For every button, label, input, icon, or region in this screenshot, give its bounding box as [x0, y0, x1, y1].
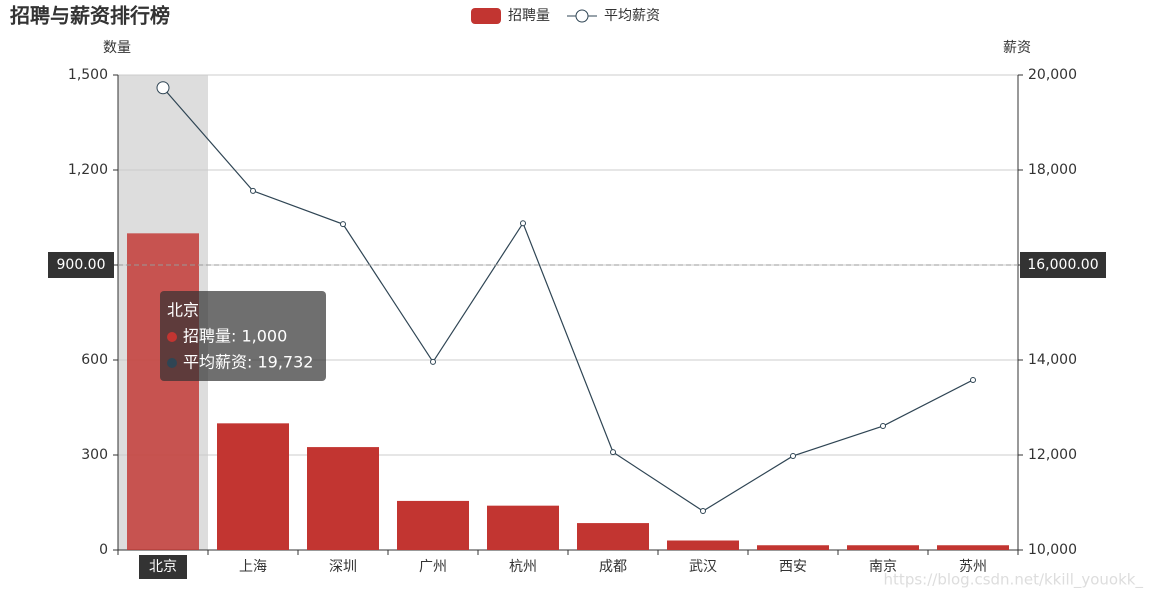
- x-tick-label: 西安: [779, 559, 807, 575]
- bar: [937, 545, 1009, 550]
- legend-label: 平均薪资: [604, 8, 660, 24]
- line-point: [340, 221, 346, 228]
- bar: [577, 523, 649, 550]
- line-point: [970, 376, 976, 383]
- bar: [127, 233, 199, 551]
- axis-pointer-box: [48, 252, 114, 278]
- x-tick-label: 广州: [419, 559, 447, 575]
- legend-label: 招聘量: [508, 8, 550, 24]
- line-point: [880, 423, 886, 430]
- line-point: [250, 187, 256, 194]
- line: [162, 87, 974, 512]
- axis-pointer-label: 900.00: [57, 257, 106, 273]
- watermark: https://blog.csdn.net/kkill_youokk_: [884, 571, 1144, 590]
- y2-tick-label: 18,000: [1028, 162, 1077, 178]
- x-tick-label: 北京: [149, 559, 177, 575]
- y2-axis-name: 薪资: [1003, 40, 1031, 56]
- line-point: [700, 508, 706, 515]
- bar: [757, 545, 829, 550]
- axis-pointer-box: [1020, 252, 1106, 278]
- y2-tick-label: 20,000: [1028, 67, 1077, 83]
- line-point: [790, 452, 796, 459]
- tooltip-item: 平均薪资: 19,732: [183, 353, 313, 372]
- x-tick-label: 苏州: [959, 559, 987, 575]
- tooltip-dot: [167, 358, 177, 368]
- axis-pointer-label: 16,000.00: [1027, 257, 1098, 273]
- x-tick-label: 成都: [599, 559, 627, 575]
- bar: [397, 500, 469, 550]
- legend-swatch: [575, 9, 589, 23]
- x-tick-label: 杭州: [509, 559, 537, 575]
- y-tick-label: 300: [81, 447, 108, 463]
- bar: [667, 540, 739, 550]
- y-axis-name: 数量: [103, 40, 131, 56]
- chart-title: 招聘与薪资排行榜: [10, 4, 170, 28]
- y2-tick-label: 12,000: [1028, 447, 1077, 463]
- y2-tick-label: 14,000: [1028, 352, 1077, 368]
- tooltip-dot: [167, 332, 177, 342]
- tooltip-item: 招聘量: 1,000: [183, 327, 287, 346]
- y-tick-label: 1,200: [68, 162, 108, 178]
- tooltip-title: 北京: [167, 301, 199, 320]
- x-tick-label: 南京: [869, 559, 897, 575]
- line-point: [156, 81, 170, 95]
- bar: [307, 447, 379, 550]
- x-tick-label: 武汉: [689, 559, 717, 575]
- line-point: [610, 449, 616, 456]
- line-point: [520, 220, 526, 227]
- bar: [847, 545, 919, 550]
- x-label-highlight: [139, 555, 187, 579]
- line-point: [430, 358, 436, 365]
- bar: [217, 423, 289, 550]
- bar: [487, 505, 559, 550]
- tooltip: [160, 291, 326, 381]
- y-tick-label: 1,500: [68, 67, 108, 83]
- legend-swatch[interactable]: [471, 8, 501, 24]
- x-tick-label: 上海: [239, 559, 267, 575]
- y2-tick-label: 10,000: [1028, 542, 1077, 558]
- x-tick-label: 深圳: [329, 559, 357, 575]
- y-tick-label: 600: [81, 352, 108, 368]
- y-tick-label: 0: [99, 542, 108, 558]
